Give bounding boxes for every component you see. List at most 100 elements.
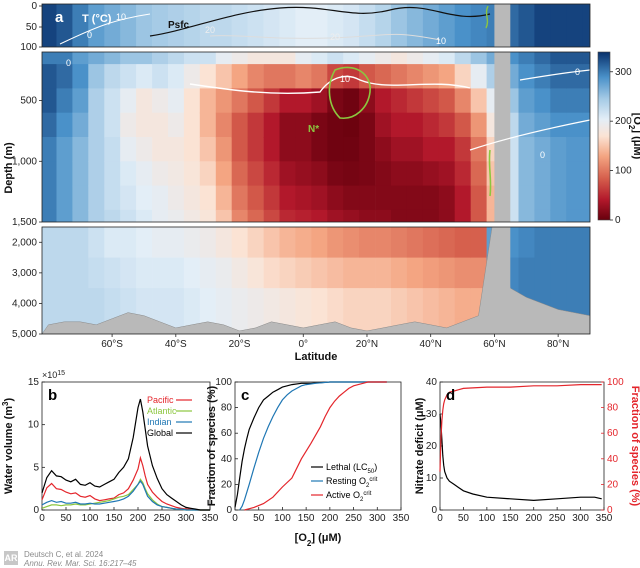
x-tick-label: 0° [298,339,308,350]
y-tick-label: 0 [431,505,437,516]
heat-cell-mid [72,185,89,211]
heat-cell-mid [88,112,105,138]
heat-cell-mid [406,137,424,162]
heat-cell-mid [215,185,233,211]
heat-cell-mid [518,137,535,162]
panel-b-section: 0 50 100 150 200 250 300 350 0 5 10 15 b ×1015 Wate… [1,370,219,525]
heat-cell-deep [56,257,73,289]
heat-cell-mid [391,88,408,114]
heat-cell-mid [152,161,169,187]
x-tick-label: 150 [298,513,315,524]
heat-cell-mid [152,64,169,89]
heat-cell-mid [359,209,376,222]
y-tick-label: 20 [426,441,438,452]
heat-cell-mid [470,161,487,187]
heat-cell-deep [120,227,137,259]
panel-b-series [41,398,210,511]
heat-cell-mid [168,161,185,187]
heat-cell-mid [88,161,105,187]
x-tick-label: 100 [479,513,496,524]
heat-cell-mid [295,88,312,114]
heat-cell-mid [327,64,344,89]
heat-cell-deep [168,288,185,320]
heat-cell-mid [566,137,583,162]
heat-cell-mid [566,209,583,222]
heat-cell-mid [152,185,169,211]
heat-cell-mid [42,52,57,65]
heat-cell-mid [406,185,424,211]
heat-cell-surface [183,4,201,47]
heat-cell-deep [231,257,248,289]
contour-label: 10 [436,36,446,46]
heat-cell-mid [327,209,344,222]
heat-cell-mid [231,161,248,187]
panel-b-frame [41,381,211,511]
heat-cell-mid [311,52,328,65]
heat-cell-mid [279,112,296,138]
x-tick-label: 300 [572,513,589,524]
heat-cell-deep [279,288,296,320]
x-tick-label: 100 [82,513,99,524]
heat-cell-mid [454,137,471,162]
heat-cell-mid [56,161,73,187]
panel-a-mid-frame [41,51,591,223]
legend-resting: Resting O2crit [326,476,378,489]
heat-cell-deep [295,227,312,259]
y-tick-label: 5 [33,462,39,473]
colorbar-ticks: 0 100 200 300 [610,67,632,226]
heat-cell-mid [518,64,535,89]
heat-cell-deep [311,288,328,320]
heat-cell-deep [231,227,248,259]
colorbar-tick-label: 300 [615,67,632,78]
x-tick-label: 150 [502,513,519,524]
heat-cell-deep [183,288,201,320]
y-tick-label-right: 0 [607,505,613,516]
heat-cell-mid [136,52,153,65]
heat-cell-mid [120,185,137,211]
heat-cell-mid [534,52,551,65]
heat-cell-surface [120,4,137,47]
heat-cell-mid [231,52,248,65]
heat-cell-mid [438,137,456,162]
series-line-d-0 [439,413,602,502]
contour-label: 0 [540,150,545,160]
heat-cell-mid [231,209,248,222]
contour-label: N* [308,124,319,135]
heat-cell-surface [534,4,551,47]
heat-cell-mid [406,88,424,114]
heat-cell-surface [518,4,535,47]
heat-cell-mid [582,209,590,222]
heat-cell-surface [311,4,328,47]
heat-cell-mid [136,64,153,89]
y-tick-label: 10 [426,473,438,484]
heat-cell-mid [136,209,153,222]
heat-cell-mid [247,161,264,187]
series-line-c-2 [244,381,387,511]
heat-cell-deep [88,288,105,320]
heat-cell-mid [550,88,567,114]
heat-cell-mid [422,209,440,222]
heat-cell-mid [56,112,73,138]
heat-cell-deep [550,257,567,289]
y-tick-label: 60 [221,428,233,439]
x-tick-label: 100 [274,513,291,524]
heat-cell-mid [247,185,264,211]
heat-cell-deep [422,288,440,320]
heat-cell-mid [391,209,408,222]
heat-cell-mid [311,161,328,187]
panel-a-axis-ticks: 0501005001,0001,5002,0003,0004,0005,0006… [12,1,569,350]
heat-cell-mid [534,137,551,162]
panel-b-ylabel: Water volume (m3) [1,397,16,494]
heat-cell-mid [311,64,328,89]
x-tick-label: 50 [458,513,470,524]
heat-cell-mid [550,161,567,187]
heat-cell-mid [263,137,280,162]
heat-cell-mid [104,161,121,187]
heat-cell-mid [295,112,312,138]
heat-cell-mid [215,161,233,187]
heat-cell-mid [582,161,590,187]
heat-cell-deep [454,288,471,320]
heat-cell-mid [438,185,456,211]
heat-cell-deep [454,227,471,259]
heat-cell-mid [454,185,471,211]
